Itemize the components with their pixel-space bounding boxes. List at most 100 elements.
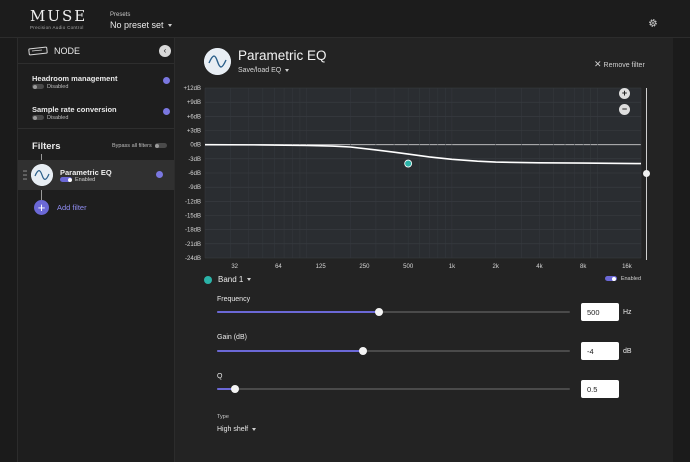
save-load-label: Save/load EQ xyxy=(238,67,282,74)
y-tick-label: -18dB xyxy=(185,228,201,234)
presets-value: No preset set xyxy=(110,20,164,30)
divider xyxy=(18,63,174,64)
logo: MUSE Precision Audio Control xyxy=(30,9,87,31)
y-tick-label: +3dB xyxy=(187,129,201,135)
add-filter-label[interactable]: Add filter xyxy=(57,203,87,212)
slider-fill xyxy=(217,311,380,313)
filters-title: Filters xyxy=(32,141,61,152)
setting-status: Disabled xyxy=(32,115,172,122)
band-enabled[interactable]: Enabled xyxy=(604,276,641,282)
main-panel: Parametric EQ Save/load EQ ✕ Remove filte… xyxy=(175,38,673,462)
slider-fill xyxy=(217,388,235,390)
node-header: NODE ‹ xyxy=(28,45,171,59)
slider-track xyxy=(217,350,570,352)
gain-unit: dB xyxy=(623,348,632,355)
remove-filter-button[interactable]: ✕ Remove filter xyxy=(594,59,645,70)
x-tick-label: 64 xyxy=(275,264,282,270)
chevron-down-icon xyxy=(285,68,290,72)
y-tick-label: -9dB xyxy=(188,185,201,191)
x-tick-label: 8k xyxy=(580,264,587,270)
zoom-in-button[interactable]: + xyxy=(619,88,630,99)
x-tick-label: 125 xyxy=(316,264,327,270)
page-title: Parametric EQ xyxy=(238,48,327,63)
node-label: NODE xyxy=(54,46,81,56)
chevron-down-icon xyxy=(247,278,252,282)
collapse-sidebar-button[interactable]: ‹ xyxy=(159,45,171,57)
close-icon: ✕ xyxy=(594,59,602,69)
presets-dropdown[interactable]: No preset set xyxy=(110,19,172,31)
bypass-toggle[interactable] xyxy=(154,143,167,149)
q-input[interactable] xyxy=(581,380,619,398)
eq-response-chart[interactable]: +12dB +9dB +6dB +3dB 0dB -3dB -6dB -9dB -12dB -15… xyxy=(175,38,673,270)
headroom-toggle[interactable] xyxy=(32,84,44,90)
x-tick-label: 250 xyxy=(359,264,370,270)
type-label: Type xyxy=(217,414,229,420)
band-dropdown[interactable]: Band 1 xyxy=(218,275,252,284)
x-tick-label: 2k xyxy=(492,264,499,270)
presets-selector[interactable]: Presets No preset set xyxy=(110,12,172,31)
scrollbar-thumb[interactable] xyxy=(643,170,650,177)
save-load-eq-dropdown[interactable]: Save/load EQ xyxy=(238,67,290,74)
y-tick-label: +6dB xyxy=(187,114,201,120)
x-tick-label: 32 xyxy=(231,264,238,270)
y-tick-label: -15dB xyxy=(185,214,201,220)
frequency-unit: Hz xyxy=(623,309,632,316)
chevron-right-icon[interactable] xyxy=(163,108,170,115)
x-tick-label: 4k xyxy=(536,264,543,270)
y-tick-label: -21dB xyxy=(185,242,201,248)
setting-title: Sample rate conversion xyxy=(32,105,117,114)
zoom-out-button[interactable]: − xyxy=(619,104,630,115)
band-1-handle[interactable] xyxy=(404,159,413,168)
filter-item-parametric-eq[interactable]: Parametric EQ Enabled xyxy=(18,160,174,190)
y-tick-label: +9dB xyxy=(187,100,201,106)
remove-filter-label: Remove filter xyxy=(603,62,645,69)
y-tick-label: -12dB xyxy=(185,199,201,205)
chevron-right-icon[interactable] xyxy=(156,171,163,178)
frequency-slider[interactable] xyxy=(217,308,570,316)
plus-icon: + xyxy=(621,88,628,98)
filter-enable-toggle[interactable] xyxy=(60,177,72,183)
slider-fill xyxy=(217,350,364,352)
y-tick-label: -6dB xyxy=(188,171,201,177)
connector-line xyxy=(41,190,42,200)
status-text: Disabled xyxy=(47,84,69,90)
status-text: Enabled xyxy=(75,177,96,183)
x-tick-label: 500 xyxy=(403,264,414,270)
bypass-all-filters[interactable]: Bypass all filters xyxy=(112,143,167,149)
sample-rate-toggle[interactable] xyxy=(32,115,44,121)
plus-icon: + xyxy=(37,200,46,215)
y-tick-label: -3dB xyxy=(188,157,201,163)
q-slider[interactable] xyxy=(217,385,570,393)
slider-thumb[interactable] xyxy=(375,308,384,316)
setting-headroom-management[interactable]: Headroom management Disabled xyxy=(32,74,172,91)
drag-handle-icon[interactable] xyxy=(23,170,27,180)
slider-thumb[interactable] xyxy=(359,347,368,355)
y-tick-label: 0dB xyxy=(190,143,201,149)
filter-type-dropdown[interactable]: High shelf xyxy=(217,426,257,433)
add-filter-button[interactable]: + xyxy=(34,200,49,215)
device-icon xyxy=(28,46,48,56)
type-value: High shelf xyxy=(217,426,249,433)
frequency-input[interactable] xyxy=(581,303,619,321)
status-text: Disabled xyxy=(47,115,69,121)
y-tick-label: -24dB xyxy=(185,256,201,262)
gear-icon[interactable] xyxy=(648,18,658,28)
filter-status: Enabled xyxy=(60,177,95,183)
chevron-left-icon: ‹ xyxy=(163,46,167,55)
chevron-right-icon[interactable] xyxy=(163,77,170,84)
gain-input[interactable] xyxy=(581,342,619,360)
x-tick-label: 1k xyxy=(449,264,456,270)
setting-sample-rate-conversion[interactable]: Sample rate conversion Disabled xyxy=(32,105,172,122)
gain-range-scrollbar[interactable] xyxy=(643,88,650,260)
slider-thumb[interactable] xyxy=(230,385,239,393)
band-enable-toggle[interactable] xyxy=(604,276,617,282)
eq-wave-icon xyxy=(204,48,231,75)
gain-slider[interactable] xyxy=(217,347,570,355)
filter-name: Parametric EQ xyxy=(60,168,112,177)
x-tick-label: 16k xyxy=(622,264,633,270)
q-label: Q xyxy=(217,373,223,380)
connector-line xyxy=(41,154,42,160)
band-color-dot xyxy=(204,276,212,284)
divider xyxy=(18,128,174,129)
